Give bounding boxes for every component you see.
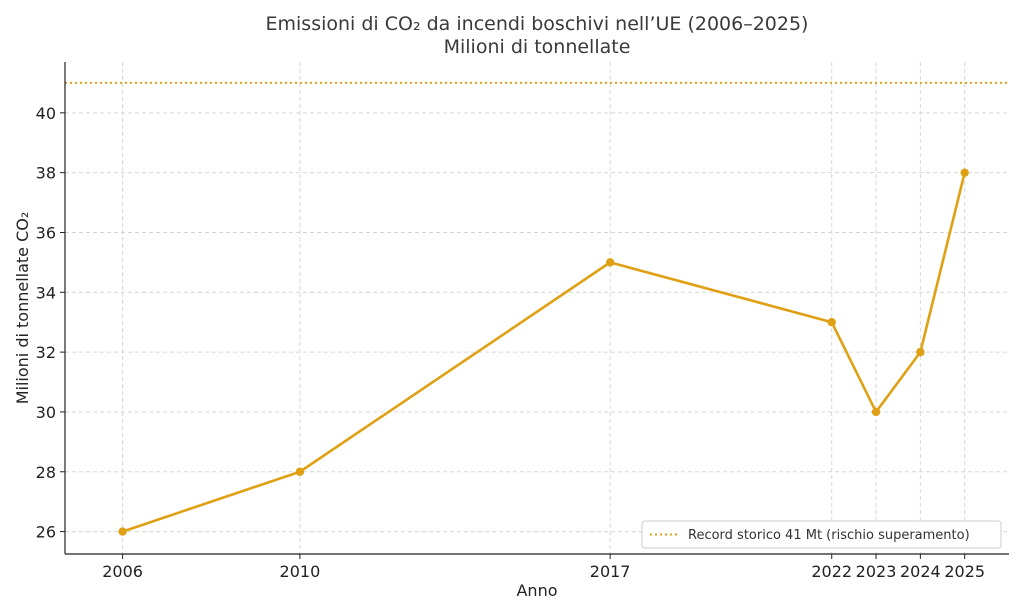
legend: Record storico 41 Mt (rischio superament… — [641, 520, 1002, 549]
y-tick-label: 40 — [36, 104, 56, 123]
chart-title: Emissioni di CO₂ da incendi boschivi nel… — [266, 13, 809, 35]
data-point — [295, 467, 305, 476]
data-point — [118, 527, 127, 536]
y-tick-label: 38 — [36, 164, 56, 183]
y-axis-label: Milioni di tonnellate CO₂ — [13, 212, 32, 405]
x-tick-label: 2025 — [944, 562, 985, 581]
y-tick-label: 32 — [36, 343, 56, 362]
y-tick-label: 26 — [36, 523, 56, 542]
x-tick-label: 2010 — [280, 562, 321, 581]
x-tick-label: 2024 — [900, 562, 941, 581]
data-point — [827, 318, 836, 327]
y-tick-label: 30 — [36, 403, 56, 422]
x-tick-label: 2023 — [856, 562, 897, 581]
data-point — [871, 407, 881, 417]
data-point — [916, 347, 925, 357]
data-point — [960, 168, 969, 177]
data-point — [605, 258, 615, 267]
legend-reference-label: Record storico 41 Mt (rischio superament… — [688, 528, 970, 543]
tick-labels: 2006 2010 2017 2022 2023 2024 2025 26 28 30 32 34 36… — [36, 104, 985, 581]
y-tick-label: 36 — [36, 223, 56, 242]
axes — [60, 62, 1009, 559]
legend-box — [641, 520, 1002, 549]
x-tick-label: 2022 — [811, 562, 852, 581]
series-group — [118, 168, 969, 536]
x-tick-label: 2006 — [102, 562, 143, 581]
grid-lines — [65, 62, 1009, 554]
y-tick-label: 28 — [36, 463, 56, 482]
x-tick-label: 2017 — [590, 562, 631, 581]
y-tick-label: 34 — [36, 283, 56, 302]
chart-subtitle: Milioni di tonnellate — [444, 36, 631, 58]
x-axis-label: Anno — [516, 581, 557, 600]
